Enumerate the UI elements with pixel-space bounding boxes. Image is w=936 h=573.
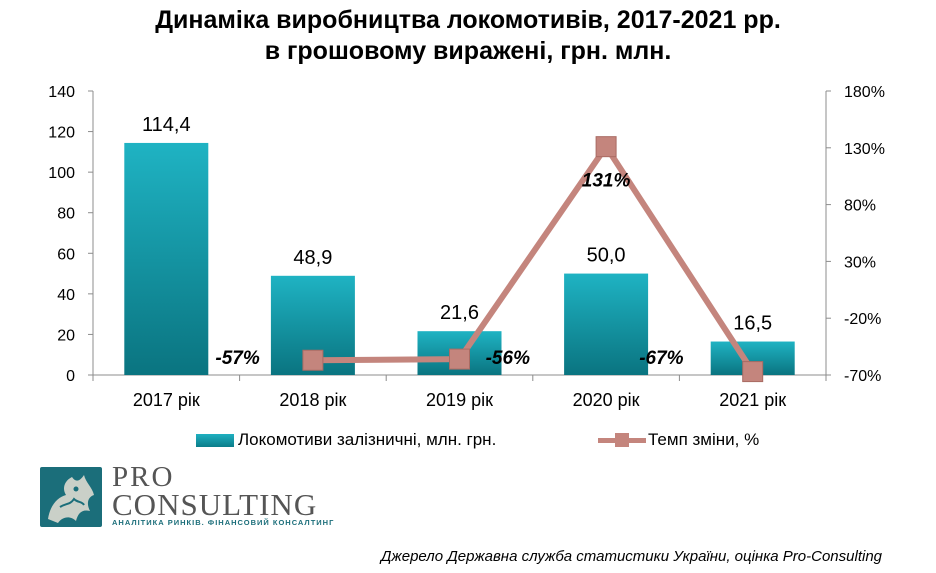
- logo-consulting-text: CONSULTING: [112, 487, 318, 522]
- line-marker: [742, 361, 764, 383]
- right-tick-label: 130%: [844, 141, 885, 158]
- x-category-label: 2020 рік: [573, 390, 640, 410]
- right-tick-label: 30%: [844, 254, 876, 271]
- legend-bar-swatch: [196, 433, 234, 447]
- x-category-label: 2021 рік: [719, 390, 786, 410]
- legend-line-swatch: [598, 433, 646, 447]
- left-tick-label: 60: [57, 246, 75, 263]
- bar-value-label: 48,9: [293, 247, 332, 269]
- logo-emblem-icon: [40, 467, 102, 527]
- line-series: [312, 143, 756, 374]
- chart-title: Динаміка виробництва локомотивів, 2017-2…: [155, 6, 781, 34]
- line-marker: [302, 349, 324, 371]
- x-category-label: 2017 рік: [133, 390, 200, 410]
- legend-line-label: Темп зміни, %: [648, 430, 760, 449]
- legend-item-line: Темп зміни, %: [598, 428, 759, 452]
- source-note: Джерело Державна служба статистики Украї…: [380, 548, 882, 565]
- right-tick-label: 80%: [844, 198, 876, 215]
- line-marker: [449, 348, 470, 370]
- right-tick-label: 180%: [844, 84, 885, 101]
- legend-item-bars: Локомотиви залізничні, млн. грн.: [196, 428, 496, 452]
- line-value-label: -67%: [639, 348, 683, 369]
- line-value-label: -57%: [215, 348, 259, 369]
- right-tick-label: -70%: [844, 368, 881, 385]
- left-tick-label: 20: [57, 327, 75, 344]
- left-tick-label: 100: [48, 165, 75, 182]
- bar-value-label: 114,4: [142, 114, 191, 136]
- line-value-label: -56%: [486, 348, 530, 369]
- logo-pro-text: PRO: [112, 461, 175, 493]
- right-tick-label: -20%: [844, 311, 881, 328]
- bar-value-label: 50,0: [587, 245, 626, 267]
- pro-consulting-logo: PRO CONSULTING АНАЛІТИКА РИНКІВ. ФІНАНСО…: [40, 461, 340, 533]
- legend-bar-label: Локомотиви залізничні, млн. грн.: [238, 430, 497, 449]
- left-tick-label: 40: [57, 287, 75, 304]
- left-tick-label: 80: [57, 206, 75, 223]
- line-marker: [595, 136, 617, 158]
- x-category-label: 2019 рік: [426, 390, 493, 410]
- bar: [564, 273, 649, 375]
- left-tick-label: 120: [48, 125, 75, 142]
- left-tick-label: 0: [66, 368, 75, 385]
- bar: [124, 142, 209, 375]
- line-value-label: 131%: [582, 171, 631, 192]
- bar-value-label: 21,6: [440, 302, 479, 324]
- bar-value-label: 16,5: [733, 313, 772, 335]
- x-category-label: 2018 рік: [279, 390, 346, 410]
- logo-tagline: АНАЛІТИКА РИНКІВ. ФІНАНСОВИЙ КОНСАЛТИНГ: [112, 518, 335, 527]
- chart-subtitle: в грошовому виражені, грн. млн.: [264, 37, 672, 65]
- left-tick-label: 140: [48, 84, 75, 101]
